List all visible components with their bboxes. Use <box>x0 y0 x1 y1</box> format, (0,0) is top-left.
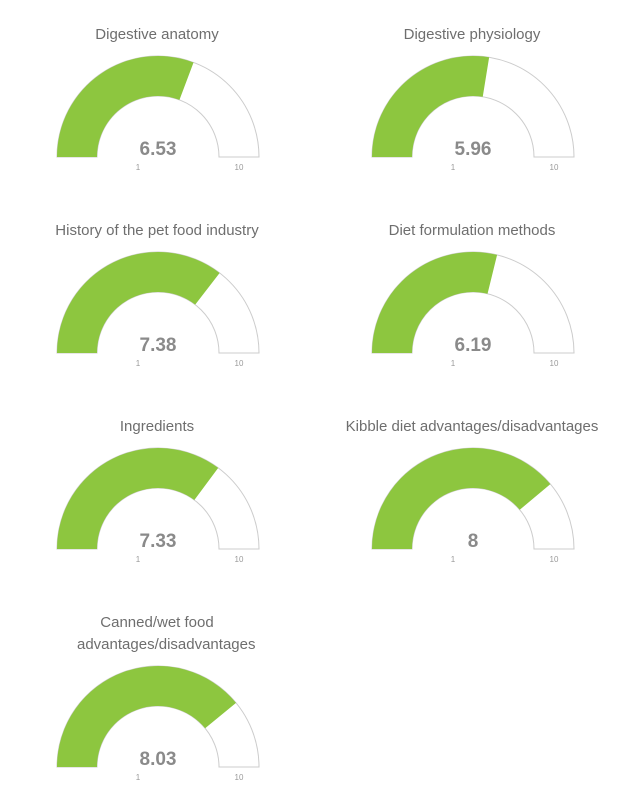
gauge-min-label: 1 <box>136 163 141 172</box>
gauge-fill <box>57 666 237 767</box>
gauge-max-label: 10 <box>235 773 244 782</box>
gauge-chart: 6.19 1 10 <box>371 251 575 368</box>
gauge-title: Kibble diet advantages/disadvantages <box>345 418 599 435</box>
gauge-digestive-physiology: Digestive physiology 5.96 1 10 <box>322 24 622 172</box>
gauge-min-label: 1 <box>136 773 141 782</box>
gauge-max-label: 10 <box>550 359 559 368</box>
gauge-chart: 8 1 10 <box>371 447 575 564</box>
gauge-title: Ingredients <box>119 418 195 435</box>
gauge-value: 6.19 <box>455 335 492 356</box>
gauge-digestive-anatomy: Digestive anatomy 6.53 1 10 <box>7 24 307 172</box>
gauge-max-label: 10 <box>235 359 244 368</box>
gauge-max-label: 10 <box>550 163 559 172</box>
gauge-value: 8 <box>468 531 479 552</box>
gauge-fill <box>57 55 194 157</box>
gauge-chart: 6.53 1 10 <box>56 55 260 172</box>
gauge-title: History of the pet food industry <box>55 222 259 239</box>
gauge-chart: 7.38 1 10 <box>56 251 260 368</box>
gauge-value: 6.53 <box>140 139 177 160</box>
gauge-value: 8.03 <box>140 749 177 770</box>
gauge-max-label: 10 <box>235 555 244 564</box>
gauge-max-label: 10 <box>550 555 559 564</box>
gauge-fill <box>372 448 551 549</box>
gauge-title: Digestive anatomy <box>95 26 219 43</box>
gauge-min-label: 1 <box>451 555 456 564</box>
gauge-canned-wet-food: Canned/wet food advantages/disadvantages… <box>7 612 307 782</box>
gauge-chart: 7.33 1 10 <box>56 447 260 564</box>
gauge-min-label: 1 <box>451 163 456 172</box>
gauge-title: Diet formulation methods <box>388 222 556 239</box>
gauge-diet-formulation-methods: Diet formulation methods 6.19 1 10 <box>322 220 622 368</box>
gauge-value: 7.38 <box>140 335 177 356</box>
gauge-fill <box>372 56 490 157</box>
gauge-max-label: 10 <box>235 163 244 172</box>
gauge-chart: 5.96 1 10 <box>371 55 575 172</box>
gauge-value: 7.33 <box>140 531 177 552</box>
gauge-value: 5.96 <box>455 139 492 160</box>
gauge-fill <box>57 251 220 353</box>
gauge-fill <box>57 448 219 549</box>
gauge-min-label: 1 <box>136 555 141 564</box>
gauge-chart: 8.03 1 10 <box>56 665 260 782</box>
gauge-kibble-diet: Kibble diet advantages/disadvantages 8 1 1… <box>322 416 622 564</box>
gauge-min-label: 1 <box>136 359 141 368</box>
gauge-ingredients: Ingredients 7.33 1 10 <box>7 416 307 564</box>
gauge-title: Canned/wet food advantages/disadvantages <box>77 614 256 653</box>
gauge-title: Digestive physiology <box>403 26 541 43</box>
gauge-min-label: 1 <box>451 359 456 368</box>
gauge-fill <box>372 252 498 353</box>
gauge-history-pet-food-industry: History of the pet food industry 7.38 1 10 <box>7 220 307 368</box>
